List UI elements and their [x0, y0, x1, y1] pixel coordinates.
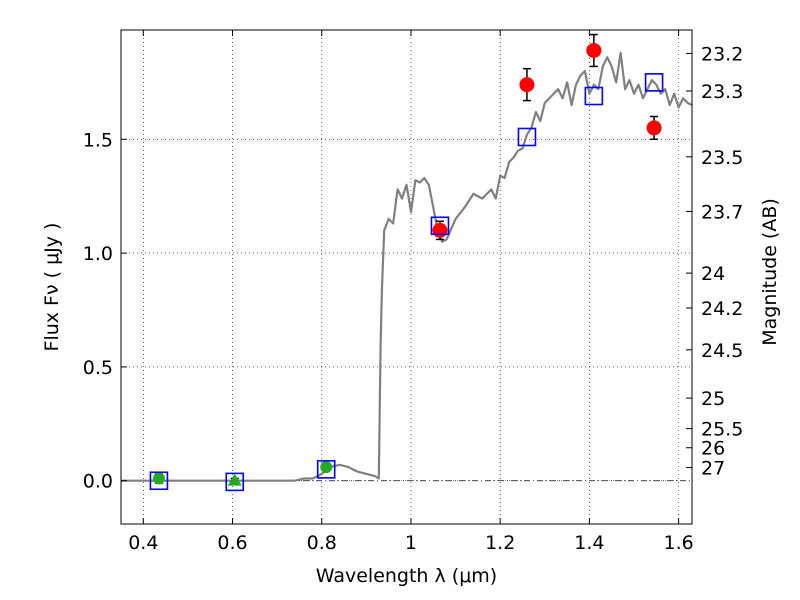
- x-tick-label: 0.8: [307, 532, 337, 554]
- observed-point: [432, 222, 448, 238]
- x-tick-label: 1.4: [574, 532, 604, 554]
- y2-tick-label: 27: [701, 458, 725, 480]
- x-tick-label: 1.2: [485, 532, 515, 554]
- y2-tick-label: 23.3: [701, 81, 743, 103]
- y2-tick-label: 23.2: [701, 43, 743, 65]
- x-tick-label: 0.6: [217, 532, 247, 554]
- y-axis-label: Flux Fν ( μJy ): [41, 223, 63, 352]
- model-photometry-square: [430, 216, 450, 236]
- x-tick-label: 1.6: [664, 532, 694, 554]
- observed-point: [519, 77, 535, 93]
- y-tick-label: 1.0: [83, 243, 113, 265]
- observed-point: [646, 120, 662, 136]
- x-axis-label: Wavelength λ (μm): [316, 565, 497, 587]
- y-tick-label: 0.5: [83, 357, 113, 379]
- y-tick-label: 1.5: [83, 129, 113, 151]
- plot-frame: [120, 29, 693, 525]
- y2-tick-label: 25.5: [701, 419, 743, 441]
- x-tick-label: 1: [405, 532, 417, 554]
- optical-point: [320, 461, 333, 474]
- model-photometry-square: [225, 472, 245, 492]
- model-photometry-square: [517, 127, 537, 147]
- y2-tick-label: 25: [701, 388, 725, 410]
- y2-tick-label: 26: [701, 438, 725, 460]
- grid: [121, 30, 692, 524]
- model-photometry-square: [584, 86, 604, 106]
- model-spectrum-line: [121, 51, 693, 482]
- y2-tick-label: 23.5: [701, 147, 743, 169]
- data-layer: [121, 33, 693, 492]
- optical-point: [152, 472, 165, 485]
- optical-triangle: [227, 473, 242, 486]
- y2-tick-label: 23.7: [701, 201, 743, 223]
- x-tick-label: 0.4: [128, 532, 158, 554]
- y-tick-label: 0.0: [83, 471, 113, 493]
- observed-point: [586, 42, 602, 58]
- ticks: 0.4 0.6 0.8 1 1.2 1.4 1.6 0.0 0.5 1.0 1.5 23.2 23.3 2…: [83, 30, 743, 554]
- y2-axis-label: Magnitude (AB): [759, 198, 781, 346]
- y2-tick-label: 24.5: [701, 340, 743, 362]
- y2-tick-label: 24: [701, 263, 725, 285]
- y2-tick-label: 24.2: [701, 298, 743, 320]
- model-photometry-square: [149, 471, 169, 491]
- model-photometry-square: [316, 460, 336, 479]
- model-photometry-square: [644, 73, 664, 92]
